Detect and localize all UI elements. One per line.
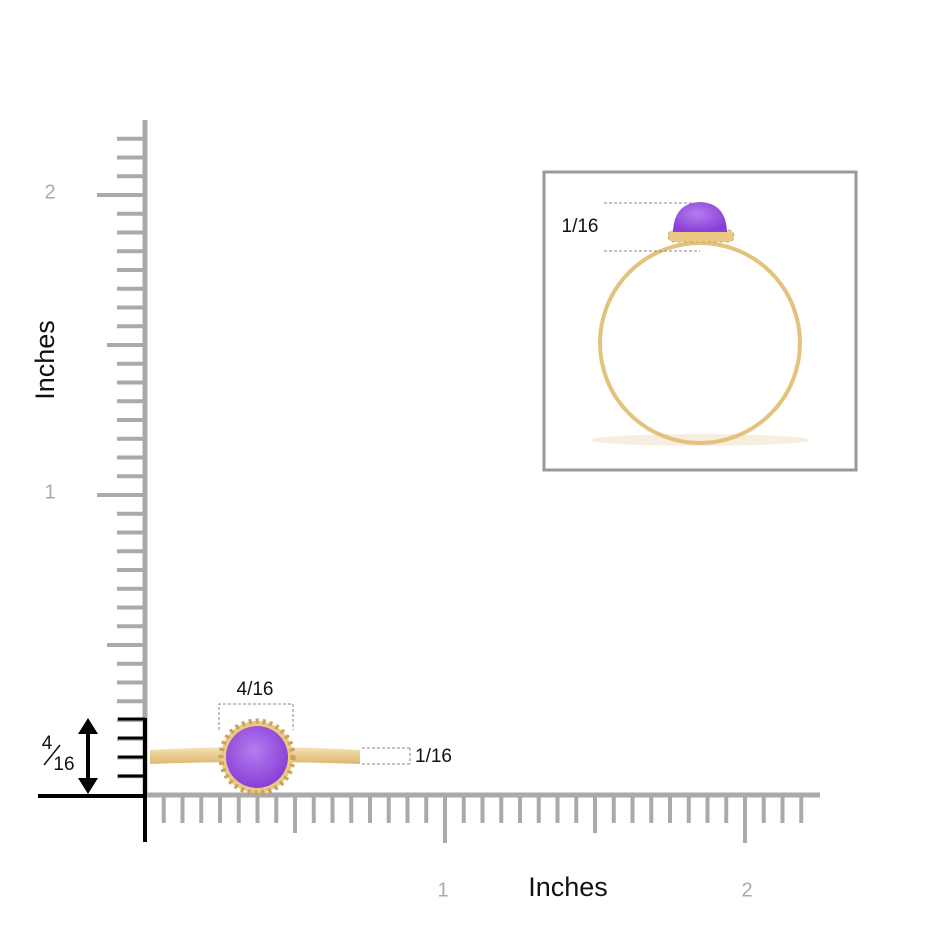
x-label: 1 — [437, 879, 448, 901]
x-title: Inches — [528, 872, 608, 902]
y-label: 2 — [44, 181, 55, 203]
x-label: 2 — [741, 879, 752, 901]
band-guide — [362, 747, 411, 765]
inset-guide — [604, 202, 700, 252]
stone-width-label: 4/16 — [237, 679, 274, 700]
ruler-ticks — [97, 136, 804, 843]
y-title: Inches — [30, 320, 60, 400]
width-guide — [218, 703, 294, 730]
arrow-heads — [78, 718, 98, 794]
height-denominator: 16 — [53, 754, 74, 775]
inset-shadow — [590, 434, 810, 446]
origin-marker — [38, 717, 147, 842]
fraction-slash — [43, 744, 61, 766]
inset-stone — [673, 202, 727, 232]
inset-band-label: 1/16 — [562, 216, 599, 237]
height-numerator: 4 — [42, 733, 53, 754]
y-label: 1 — [44, 481, 55, 503]
band-width-label: 1/16 — [415, 746, 452, 767]
stone — [226, 726, 288, 788]
inset-ring — [598, 241, 802, 445]
